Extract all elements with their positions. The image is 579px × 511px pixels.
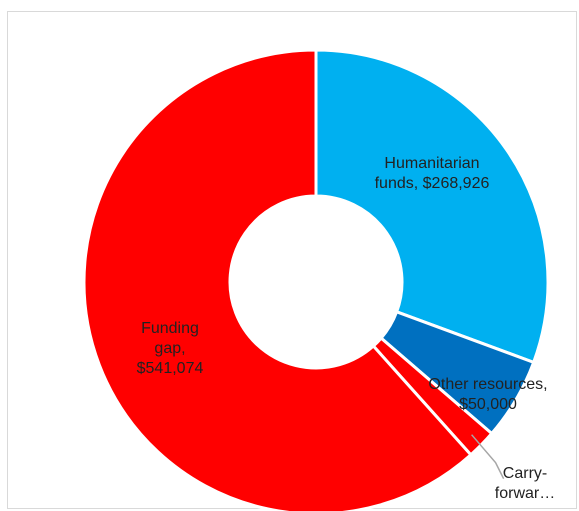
slice-label-line: funds, $268,926	[375, 175, 490, 192]
slice-label-line: Humanitarian	[384, 155, 479, 172]
donut-slices	[82, 48, 550, 511]
slice-gap	[82, 48, 473, 511]
slice-label-line: forwar…	[495, 485, 555, 502]
slice-label-humanitarian: Humanitarian funds, $268,926	[375, 155, 490, 192]
slice-label-gap: Funding gap, $541,074	[137, 320, 204, 377]
slice-label-line: $541,074	[137, 360, 204, 377]
leader-lines	[471, 434, 505, 480]
slice-label-other: Other resources, $50,000	[428, 376, 547, 413]
slice-label-line: Other resources,	[428, 376, 547, 393]
slice-humanitarian	[314, 48, 550, 365]
slice-label-line: $50,000	[459, 396, 517, 413]
slice-label-line: Funding	[141, 320, 199, 337]
leader-line-carry	[471, 434, 505, 480]
slice-label-carry: Carry-forwar…	[495, 465, 555, 502]
slice-labels: Humanitarian funds, $268,926 Other resourc…	[137, 155, 556, 502]
slice-label-line: Carry-	[503, 465, 547, 482]
slice-label-line: gap,	[154, 340, 185, 357]
